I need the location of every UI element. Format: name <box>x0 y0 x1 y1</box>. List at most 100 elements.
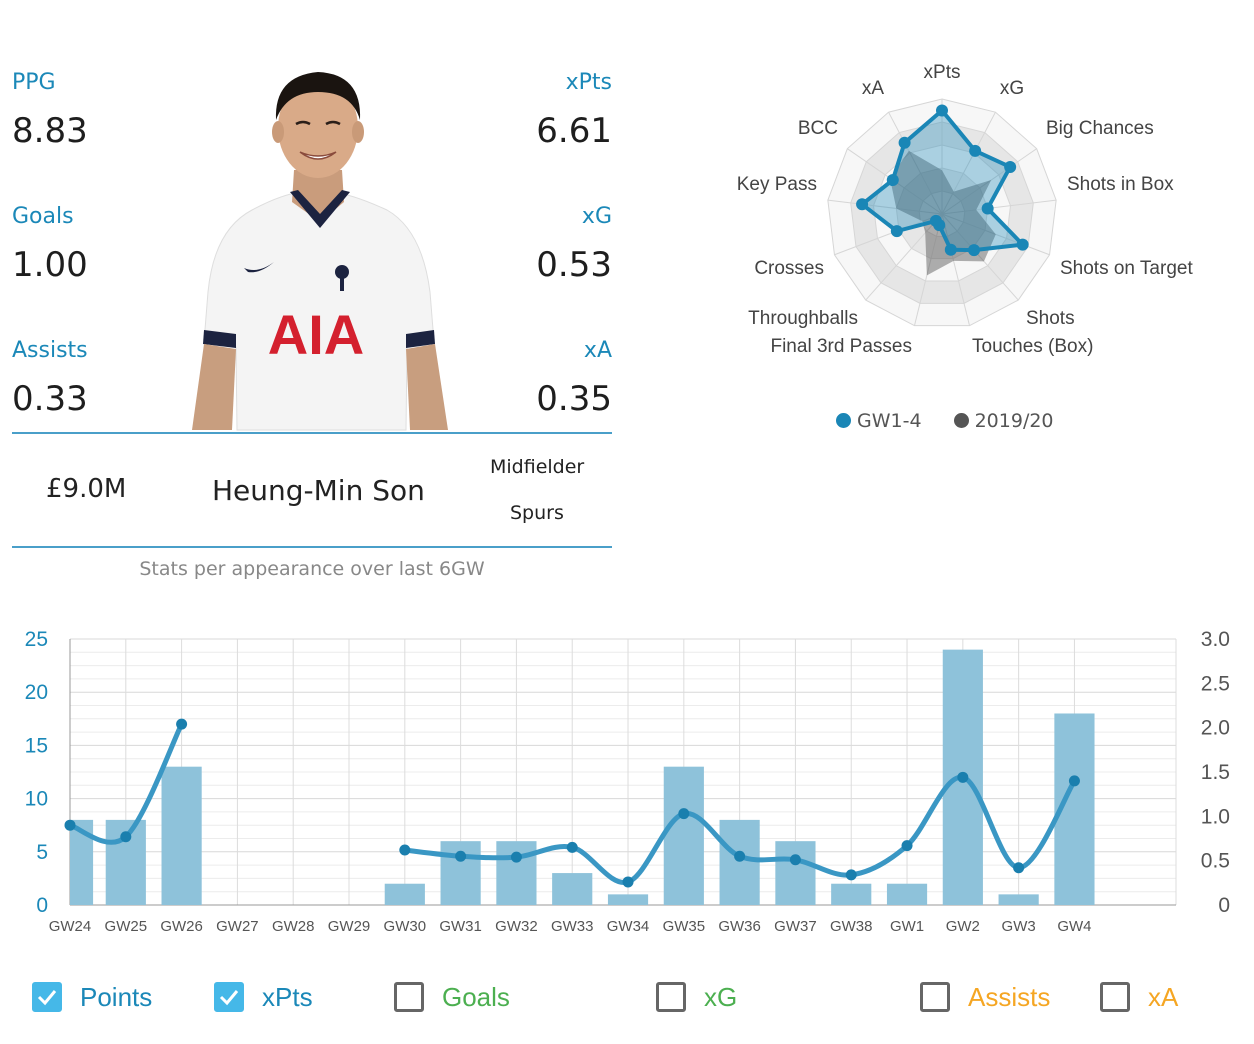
radar-point[interactable] <box>981 202 994 215</box>
stat-value: 0.53 <box>536 245 612 285</box>
stat-label: Assists <box>12 338 88 363</box>
radar-axis-label: Crosses <box>754 258 824 279</box>
stat-goals: Goals 1.00 <box>12 204 88 286</box>
radar-point[interactable] <box>936 104 948 117</box>
radar-area-gw <box>860 108 1025 253</box>
radar-point[interactable] <box>886 174 899 187</box>
points-bar[interactable] <box>70 819 94 905</box>
points-bar[interactable] <box>607 894 649 905</box>
x-tick-label: GW37 <box>774 918 817 935</box>
toggle-xg[interactable]: xG <box>656 972 737 1022</box>
xpts-point[interactable] <box>845 869 857 881</box>
legend-dot <box>836 413 851 428</box>
points-bar[interactable] <box>496 841 537 905</box>
radar-axis-label: Touches (Box) <box>972 336 1093 357</box>
radar-spoke <box>865 213 943 301</box>
player-stat-card: PPG 8.83 Goals 1.00 Assists 0.33 xPts 6.… <box>12 56 612 596</box>
stats-note: Stats per appearance over last 6GW <box>139 558 485 580</box>
toggle-xa[interactable]: xA <box>1100 972 1178 1022</box>
x-tick-label: GW4 <box>1057 918 1091 935</box>
stat-value: 0.33 <box>12 379 88 419</box>
radar-spoke <box>888 111 943 215</box>
xpts-point[interactable] <box>789 854 801 866</box>
points-bar[interactable] <box>886 883 928 905</box>
radar-area-season <box>889 150 996 276</box>
xpts-point[interactable] <box>734 850 746 862</box>
x-tick-label: GW31 <box>439 918 482 935</box>
toggle-points[interactable]: Points <box>32 972 152 1022</box>
points-bar[interactable] <box>775 841 816 905</box>
radar-spoke <box>941 199 1057 215</box>
checkbox[interactable] <box>920 982 950 1012</box>
player-position: Midfielder <box>490 456 585 478</box>
radar-point[interactable] <box>944 243 957 256</box>
xpts-point[interactable] <box>399 844 411 856</box>
stat-label: xPts <box>565 70 612 95</box>
xpts-point[interactable] <box>1068 775 1080 787</box>
xpts-point[interactable] <box>566 841 578 853</box>
check-icon <box>37 990 57 1006</box>
checkbox[interactable] <box>1100 982 1130 1012</box>
radar-axis-label: xPts <box>924 62 961 83</box>
gameweek-chart: 0 5 10 15 20 25 0 0.5 1.0 1.5 2.0 2.5 3.0 GW24 GW25 GW2… <box>0 615 1254 955</box>
legend-item-season[interactable]: 2019/20 <box>953 410 1054 432</box>
stat-value: 1.00 <box>12 245 88 285</box>
radar-grid <box>827 98 1057 327</box>
xpts-point[interactable] <box>901 840 913 852</box>
legend-item-gw[interactable]: GW1-4 <box>836 410 922 432</box>
xpts-point[interactable] <box>455 850 467 862</box>
toggle-label: Goals <box>442 981 510 1012</box>
xpts-point[interactable] <box>957 771 969 783</box>
radar-point[interactable] <box>969 144 982 157</box>
legend-dot <box>953 413 969 428</box>
points-bar[interactable] <box>719 819 760 905</box>
toggle-goals[interactable]: Goals <box>394 972 510 1022</box>
x-tick-label: GW2 <box>946 918 980 935</box>
y-tick-right: 1.0 <box>1201 805 1230 828</box>
toggle-xpts[interactable]: xPts <box>214 972 313 1022</box>
toggle-label: Assists <box>968 981 1051 1012</box>
radar-point[interactable] <box>856 198 869 211</box>
points-bar[interactable] <box>384 883 425 905</box>
points-bar[interactable] <box>663 766 704 905</box>
radar-point[interactable] <box>898 136 911 149</box>
xpts-point[interactable] <box>1013 862 1025 874</box>
points-bar[interactable] <box>998 894 1039 905</box>
radar-spoke <box>941 111 996 215</box>
xpts-point[interactable] <box>176 718 188 730</box>
radar-point[interactable] <box>1016 238 1029 251</box>
x-tick-label: GW36 <box>718 918 761 935</box>
xpts-point[interactable] <box>678 808 690 820</box>
points-bar[interactable] <box>831 883 872 905</box>
radar-point[interactable] <box>968 244 981 257</box>
toggle-assists[interactable]: Assists <box>920 972 1050 1022</box>
y-tick-left: 0 <box>36 894 48 917</box>
radar-point[interactable] <box>890 225 903 238</box>
checkbox[interactable] <box>656 982 686 1012</box>
checkbox[interactable] <box>394 982 424 1012</box>
points-bar[interactable] <box>161 766 202 905</box>
radar-point[interactable] <box>929 214 942 227</box>
divider <box>12 546 612 548</box>
stat-value: 8.83 <box>12 111 88 151</box>
checkbox[interactable] <box>32 982 62 1012</box>
x-tick-label: GW30 <box>384 918 427 935</box>
stat-label: xA <box>583 338 612 363</box>
radar-axis-label: BCC <box>798 118 838 139</box>
checkbox[interactable] <box>214 982 244 1012</box>
xpts-point[interactable] <box>64 819 76 831</box>
y-tick-right: 0 <box>1218 894 1230 917</box>
player-name: Heung-Min Son <box>212 474 425 507</box>
xpts-point[interactable] <box>120 831 132 843</box>
stat-xa: xA 0.35 <box>536 338 612 420</box>
xpts-point[interactable] <box>510 851 522 863</box>
xpts-point[interactable] <box>622 876 634 888</box>
points-bar[interactable] <box>552 873 593 905</box>
y-tick-left: 10 <box>25 788 48 811</box>
stat-ppg: PPG 8.83 <box>12 70 88 152</box>
radar-spoke <box>827 199 943 215</box>
y-tick-left: 5 <box>36 841 48 864</box>
radar-point[interactable] <box>1004 160 1017 173</box>
x-tick-label: GW3 <box>1002 918 1036 935</box>
y-tick-right: 2.0 <box>1201 717 1230 740</box>
